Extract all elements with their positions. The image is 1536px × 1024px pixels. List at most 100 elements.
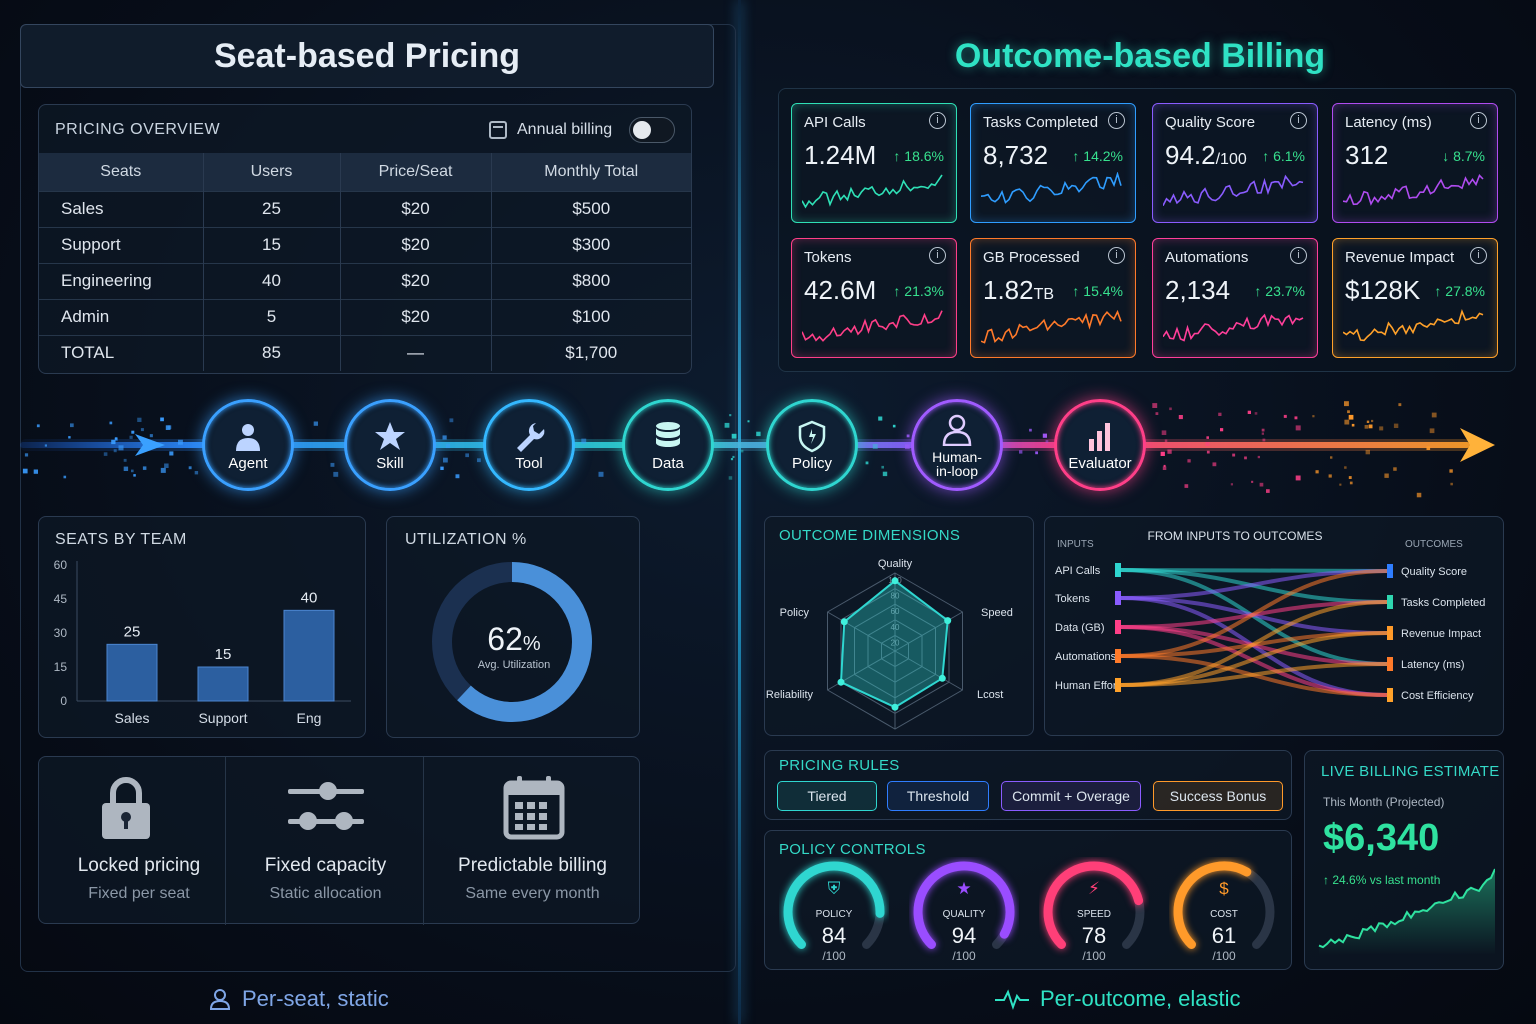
feature-title: Locked pricing: [77, 855, 201, 876]
pipeline-left-arrow-icon: [135, 434, 165, 456]
particle: [747, 420, 750, 423]
flow-outcome-label: Latency (ms): [1401, 659, 1465, 671]
metric-card[interactable]: GB Processed i 1.82TB ↑ 15.4%: [970, 238, 1136, 358]
metric-label: Quality Score: [1165, 114, 1256, 131]
info-icon[interactable]: i: [1290, 112, 1307, 129]
table-cell: —: [340, 334, 492, 371]
gauge-quality[interactable]: ★ QUALITY 94/100: [909, 857, 1019, 967]
metric-delta: ↑ 14.2%: [1072, 148, 1123, 164]
pipeline-node-label: Tool: [515, 455, 543, 472]
particle: [1328, 474, 1332, 478]
rule-tiered-button[interactable]: Tiered: [777, 781, 877, 811]
gauge-value: 78: [1081, 923, 1107, 948]
gauge-label: COST: [1210, 909, 1238, 920]
pipeline-node-evaluator[interactable]: Evaluator: [1054, 399, 1146, 491]
particle: [905, 444, 910, 450]
metric-value: 312: [1345, 140, 1389, 170]
particle: [455, 474, 460, 479]
particle: [1364, 425, 1369, 429]
particle: [1344, 466, 1347, 469]
live-billing-amount: $6,340: [1323, 817, 1440, 859]
outcome-based-title: Outcome-based Billing: [954, 36, 1326, 75]
pipeline-node-data[interactable]: Data: [622, 399, 714, 491]
annual-billing-toggle[interactable]: [629, 117, 675, 143]
pricing-overview-panel: PRICING OVERVIEW Annual billing Seats Us…: [38, 104, 692, 374]
rule-commit-overage-button[interactable]: Commit + Overage: [1001, 781, 1141, 811]
metric-card[interactable]: API Calls i 1.24M ↑ 18.6%: [791, 103, 957, 223]
utilization-unit: %: [522, 633, 541, 655]
metric-delta: ↑ 15.4%: [1072, 283, 1123, 299]
gauge-speed[interactable]: ⚡ SPEED 78/100: [1039, 857, 1149, 967]
bar-value-label: 25: [124, 623, 141, 640]
table-cell: $100: [491, 298, 691, 335]
flow-outcome-node: [1387, 595, 1393, 609]
metric-sparkline: [1343, 309, 1484, 342]
particle: [1152, 403, 1158, 408]
radar-point: [891, 577, 899, 585]
pipeline-node-policy[interactable]: Policy: [766, 399, 858, 491]
seats-by-team-heading: SEATS BY TEAM: [55, 531, 187, 548]
gauge-arc: [783, 861, 885, 949]
particle: [1330, 456, 1333, 459]
particle: [729, 414, 732, 417]
x-tick-label: Sales: [114, 710, 149, 726]
flow-outcome-label: Revenue Impact: [1401, 628, 1481, 640]
radar-series: [839, 579, 949, 709]
particle: [440, 466, 444, 470]
sliders-icon: [288, 782, 364, 830]
metric-delta: ↑ 6.1%: [1262, 148, 1305, 164]
table-cell: 40: [203, 262, 341, 299]
metric-card[interactable]: Tokens i 42.6M ↑ 21.3%: [791, 238, 957, 358]
bar-support: [197, 666, 249, 702]
metric-card[interactable]: Tasks Completed i 8,732 ↑ 14.2%: [970, 103, 1136, 223]
particle: [1315, 470, 1319, 474]
calendar-icon: [489, 121, 507, 139]
particle: [1348, 414, 1354, 420]
particle: [330, 462, 335, 467]
metric-card[interactable]: Latency (ms) i 312 ↓ 8.7%: [1332, 103, 1498, 223]
metric-card[interactable]: Revenue Impact i $128K ↑ 27.8%: [1332, 238, 1498, 358]
live-billing-heading: LIVE BILLING ESTIMATE: [1321, 763, 1500, 780]
particle: [1266, 489, 1270, 493]
info-icon[interactable]: i: [1470, 247, 1487, 264]
particle: [44, 444, 47, 447]
pipeline-node-skill[interactable]: Skill: [344, 399, 436, 491]
metric-card[interactable]: Quality Score i 94.2/100 ↑ 6.1%: [1152, 103, 1318, 223]
rule-threshold-button[interactable]: Threshold: [887, 781, 989, 811]
metric-label: Revenue Impact: [1345, 249, 1455, 266]
footer-right-label: Per-outcome, elastic: [1040, 986, 1241, 1011]
particle: [1347, 410, 1350, 414]
star-icon: ★: [956, 879, 972, 898]
metric-card[interactable]: Automations i 2,134 ↑ 23.7%: [1152, 238, 1318, 358]
pipeline-node-agent[interactable]: Agent: [202, 399, 294, 491]
particle: [33, 469, 38, 474]
info-icon[interactable]: i: [929, 247, 946, 264]
gauge-policy[interactable]: ⛨ POLICY 84/100: [779, 857, 889, 967]
metric-value: 42.6M: [804, 275, 877, 305]
policy-controls-heading: POLICY CONTROLS: [779, 841, 926, 858]
flow-outcome-node: [1387, 564, 1393, 578]
info-icon[interactable]: i: [1290, 247, 1307, 264]
flow-input-node: [1115, 678, 1121, 692]
particle: [1429, 428, 1435, 434]
rule-success-bonus-button[interactable]: Success Bonus: [1153, 781, 1283, 811]
pipeline-node-tool[interactable]: Tool: [483, 399, 575, 491]
live-billing-delta: ↑ 24.6% vs last month: [1323, 873, 1441, 887]
flow-inputs-label: INPUTS: [1057, 539, 1094, 550]
radar-tick-label: 40: [891, 623, 900, 632]
gauge-label: SPEED: [1077, 909, 1111, 920]
gauge-scale: /100: [822, 949, 846, 963]
info-icon[interactable]: i: [1108, 112, 1125, 129]
pricing-rules-heading: PRICING RULES: [779, 757, 900, 774]
metric-delta: ↓ 8.7%: [1442, 148, 1485, 164]
flow-input-label: Automations: [1055, 651, 1117, 663]
info-icon[interactable]: i: [1108, 247, 1125, 264]
gauge-cost[interactable]: $ COST 61/100: [1169, 857, 1279, 967]
particle: [1416, 492, 1422, 498]
info-icon[interactable]: i: [1470, 112, 1487, 129]
info-icon[interactable]: i: [929, 112, 946, 129]
pipeline-node-human-in-loop[interactable]: Human-in-loop: [911, 399, 1003, 491]
live-billing-period: This Month (Projected): [1323, 795, 1445, 809]
wrench-icon: [517, 423, 545, 452]
particle: [103, 452, 108, 456]
